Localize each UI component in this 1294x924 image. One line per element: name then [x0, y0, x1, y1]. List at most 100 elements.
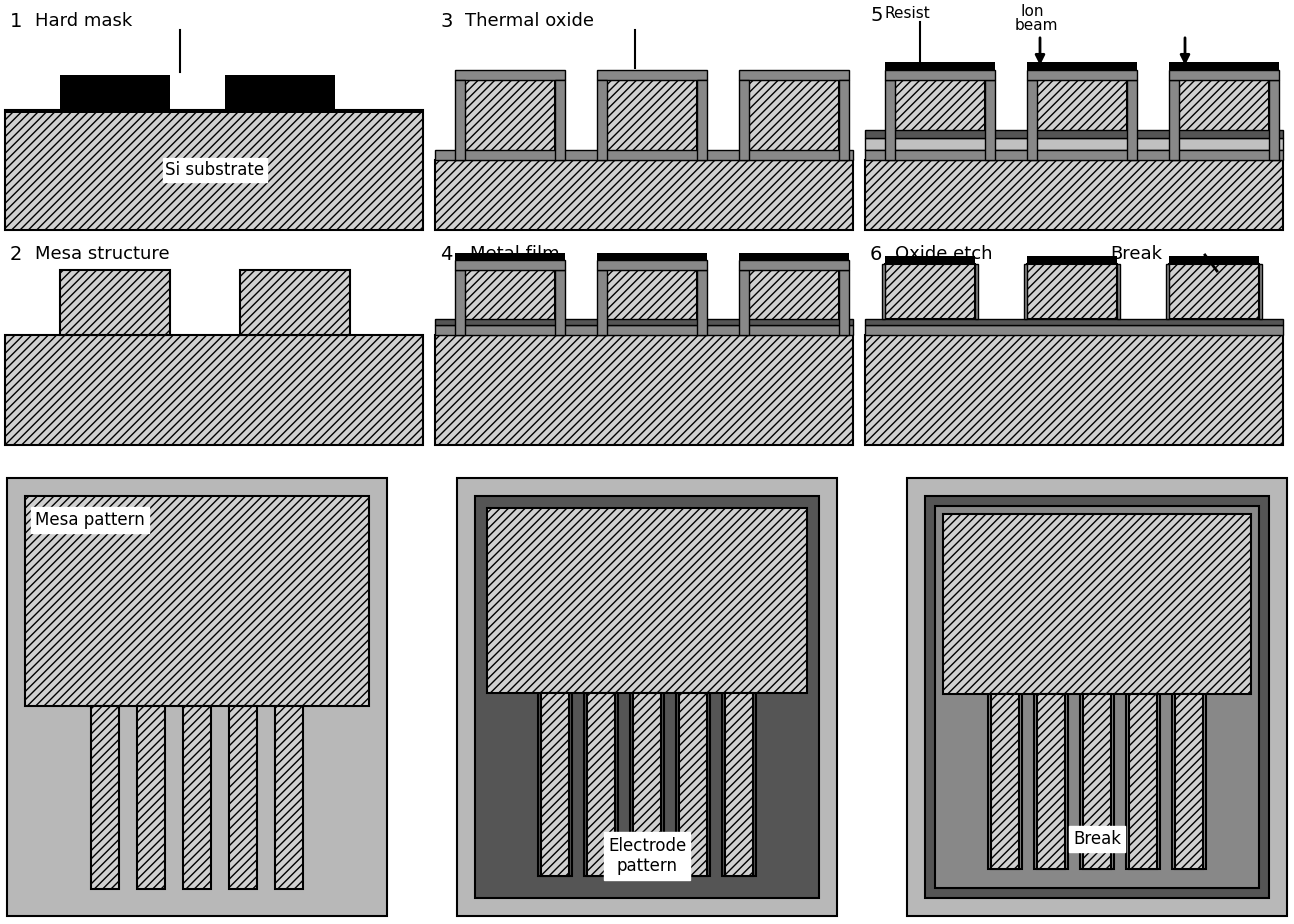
Bar — [1172, 694, 1206, 869]
Bar — [541, 693, 569, 876]
Text: Electrode
pattern: Electrode pattern — [608, 836, 686, 875]
Text: Break: Break — [1073, 830, 1121, 848]
Bar — [225, 75, 335, 110]
Bar — [597, 270, 607, 335]
Bar — [885, 62, 995, 70]
Bar — [435, 325, 853, 335]
Bar — [907, 478, 1288, 916]
Bar — [1034, 694, 1068, 869]
Bar — [597, 253, 707, 260]
Bar — [137, 706, 166, 889]
Bar — [538, 693, 572, 876]
Bar — [1179, 80, 1269, 160]
Text: Si substrate: Si substrate — [166, 161, 264, 179]
Bar — [435, 150, 853, 160]
Text: beam: beam — [1014, 18, 1058, 33]
Bar — [864, 130, 1282, 138]
Bar — [455, 270, 465, 335]
Bar — [60, 270, 170, 335]
Bar — [435, 319, 853, 325]
Text: Thermal oxide: Thermal oxide — [465, 12, 594, 30]
Text: Resist: Resist — [885, 6, 930, 21]
Bar — [885, 80, 895, 160]
Bar — [455, 80, 465, 160]
Bar — [864, 150, 1282, 160]
Bar — [465, 80, 555, 160]
Bar — [239, 270, 349, 335]
Bar — [1259, 264, 1262, 319]
Text: 6: 6 — [870, 245, 883, 264]
Bar — [597, 70, 707, 80]
Bar — [1126, 694, 1159, 869]
Bar — [895, 80, 985, 160]
Bar — [864, 335, 1282, 445]
Bar — [1168, 62, 1278, 70]
Bar — [1128, 694, 1157, 869]
Bar — [697, 80, 707, 160]
Bar — [1024, 264, 1027, 319]
Bar — [1027, 264, 1117, 319]
Bar — [1036, 694, 1065, 869]
Bar — [722, 693, 756, 876]
Bar — [739, 253, 849, 260]
Bar — [943, 514, 1251, 694]
Text: Mesa structure: Mesa structure — [35, 245, 170, 263]
Bar — [630, 693, 664, 876]
Bar — [555, 80, 565, 160]
Bar — [1269, 80, 1278, 160]
Bar — [936, 506, 1259, 888]
Bar — [864, 138, 1282, 150]
Bar — [885, 70, 995, 80]
Text: Metal film: Metal film — [470, 245, 559, 263]
Text: Ion: Ion — [1020, 4, 1043, 19]
Bar — [679, 693, 707, 876]
Text: Hard mask: Hard mask — [35, 12, 132, 30]
Bar — [1027, 80, 1036, 160]
Bar — [1166, 264, 1168, 319]
Bar — [455, 70, 565, 80]
Bar — [229, 706, 258, 889]
Bar — [465, 270, 555, 335]
Bar — [1168, 70, 1278, 80]
Bar — [1168, 256, 1259, 264]
Bar — [475, 496, 819, 898]
Bar — [725, 693, 753, 876]
Bar — [5, 335, 423, 445]
Bar — [985, 80, 995, 160]
Bar — [1127, 80, 1137, 160]
Bar — [597, 260, 707, 270]
Bar — [1083, 694, 1112, 869]
Bar — [739, 260, 849, 270]
Bar — [587, 693, 615, 876]
Bar — [435, 335, 853, 445]
Bar — [991, 694, 1018, 869]
Bar — [182, 706, 211, 889]
Bar — [864, 160, 1282, 230]
Bar — [1036, 80, 1127, 160]
Bar — [607, 270, 697, 335]
Bar — [885, 264, 974, 319]
Bar — [739, 70, 849, 80]
Bar — [1168, 80, 1179, 160]
Bar — [455, 253, 565, 260]
Bar — [607, 80, 697, 160]
Bar — [839, 80, 849, 160]
Bar — [555, 270, 565, 335]
Text: Mesa pattern: Mesa pattern — [35, 511, 145, 529]
Text: Break: Break — [1110, 245, 1162, 263]
Bar — [1027, 70, 1137, 80]
Bar — [457, 478, 837, 916]
Bar — [864, 319, 1282, 325]
Bar — [633, 693, 661, 876]
Bar — [864, 325, 1282, 335]
Bar — [739, 270, 749, 335]
Bar — [435, 160, 853, 230]
Bar — [739, 80, 749, 160]
Bar — [1080, 694, 1114, 869]
Bar — [487, 508, 807, 693]
Text: 1: 1 — [10, 12, 22, 31]
Bar — [584, 693, 619, 876]
Bar — [455, 260, 565, 270]
Bar — [989, 694, 1022, 869]
Text: 3: 3 — [440, 12, 453, 31]
